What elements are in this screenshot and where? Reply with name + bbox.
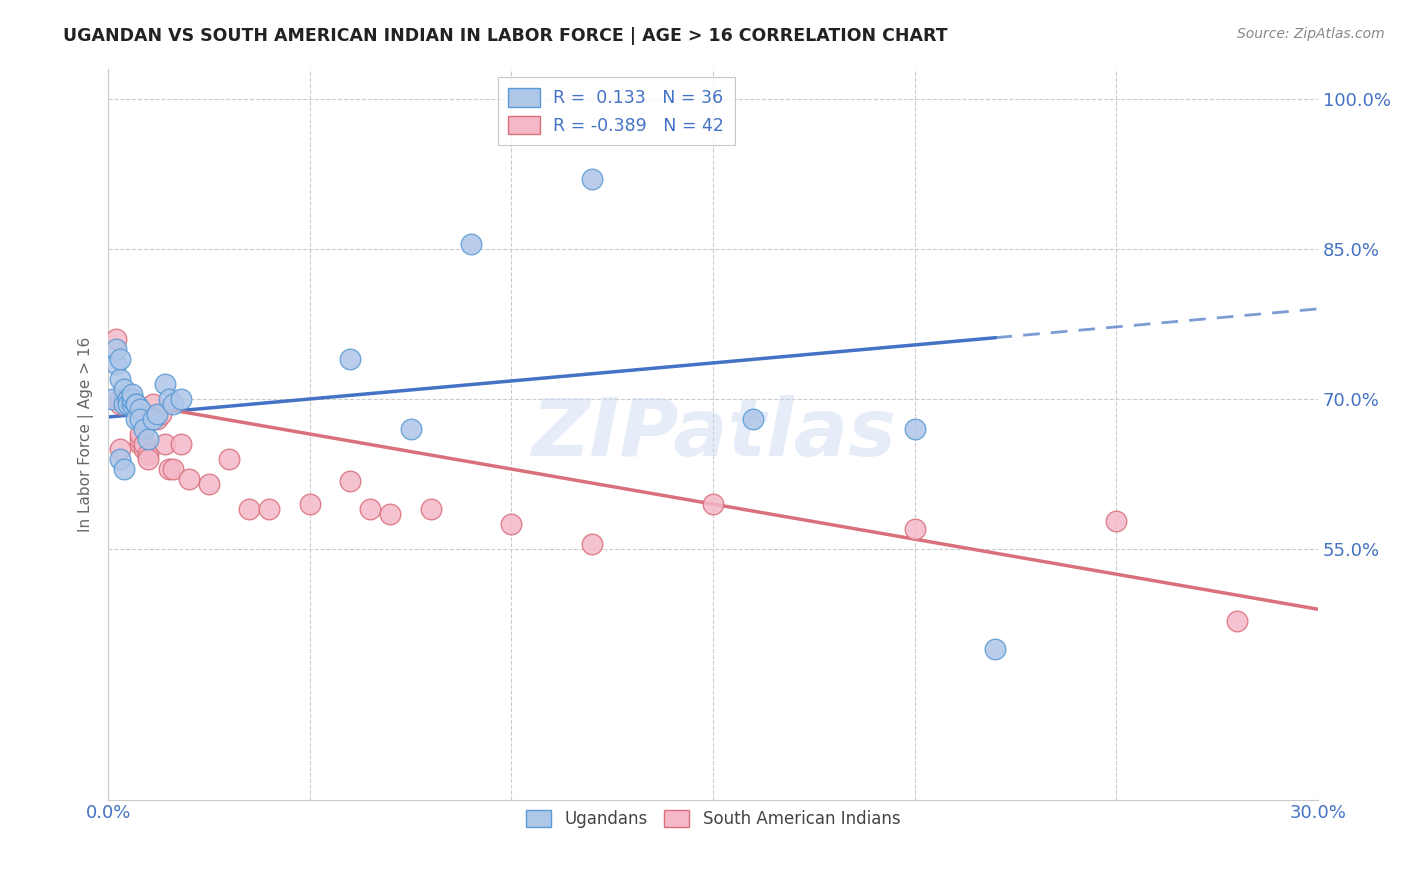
Point: [112, 392, 135, 406]
Point: [145, 412, 167, 426]
Point: [339, 474, 361, 488]
Point: [110, 392, 132, 406]
Point: [121, 392, 143, 406]
Point: [105, 332, 128, 346]
Point: [121, 387, 143, 401]
Point: [125, 412, 148, 426]
Point: [105, 342, 128, 356]
Point: [904, 522, 927, 536]
Point: [110, 397, 132, 411]
Point: [138, 452, 160, 467]
Point: [112, 462, 135, 476]
Point: [157, 392, 180, 406]
Point: [117, 397, 139, 411]
Point: [121, 397, 143, 411]
Legend: Ugandans, South American Indians: Ugandans, South American Indians: [519, 804, 907, 835]
Point: [153, 437, 176, 451]
Text: ZIPatlas: ZIPatlas: [530, 395, 896, 473]
Point: [141, 397, 163, 411]
Point: [298, 497, 321, 511]
Point: [170, 437, 193, 451]
Point: [218, 452, 240, 467]
Point: [702, 497, 724, 511]
Point: [125, 397, 148, 411]
Point: [157, 462, 180, 476]
Text: UGANDAN VS SOUTH AMERICAN INDIAN IN LABOR FORCE | AGE > 16 CORRELATION CHART: UGANDAN VS SOUTH AMERICAN INDIAN IN LABO…: [63, 27, 948, 45]
Point: [110, 351, 132, 366]
Point: [110, 372, 132, 386]
Point: [581, 171, 603, 186]
Point: [904, 422, 927, 436]
Point: [129, 432, 152, 446]
Point: [125, 402, 148, 417]
Point: [399, 422, 422, 436]
Point: [129, 427, 152, 442]
Point: [177, 472, 200, 486]
Point: [138, 447, 160, 461]
Point: [129, 412, 152, 426]
Point: [125, 397, 148, 411]
Point: [117, 392, 139, 406]
Point: [112, 382, 135, 396]
Point: [101, 392, 124, 406]
Point: [419, 502, 441, 516]
Point: [380, 507, 402, 521]
Point: [110, 452, 132, 467]
Point: [138, 432, 160, 446]
Point: [110, 442, 132, 456]
Point: [149, 407, 172, 421]
Point: [117, 392, 139, 406]
Point: [501, 517, 523, 532]
Point: [129, 437, 152, 451]
Point: [129, 402, 152, 417]
Point: [153, 376, 176, 391]
Point: [259, 502, 281, 516]
Point: [134, 437, 156, 451]
Point: [121, 392, 143, 406]
Point: [141, 412, 163, 426]
Y-axis label: In Labor Force | Age > 16: In Labor Force | Age > 16: [79, 336, 94, 532]
Point: [125, 397, 148, 411]
Point: [117, 392, 139, 406]
Point: [359, 502, 381, 516]
Point: [339, 351, 361, 366]
Point: [162, 397, 184, 411]
Point: [105, 357, 128, 371]
Point: [1226, 615, 1249, 629]
Point: [198, 477, 221, 491]
Point: [162, 462, 184, 476]
Point: [112, 397, 135, 411]
Point: [170, 392, 193, 406]
Point: [581, 537, 603, 551]
Point: [121, 392, 143, 406]
Point: [1105, 514, 1128, 528]
Point: [134, 422, 156, 436]
Point: [121, 397, 143, 411]
Text: Source: ZipAtlas.com: Source: ZipAtlas.com: [1237, 27, 1385, 41]
Point: [984, 642, 1007, 657]
Point: [238, 502, 260, 516]
Point: [742, 412, 765, 426]
Point: [117, 397, 139, 411]
Point: [145, 407, 167, 421]
Point: [460, 236, 482, 251]
Point: [125, 402, 148, 417]
Point: [134, 442, 156, 456]
